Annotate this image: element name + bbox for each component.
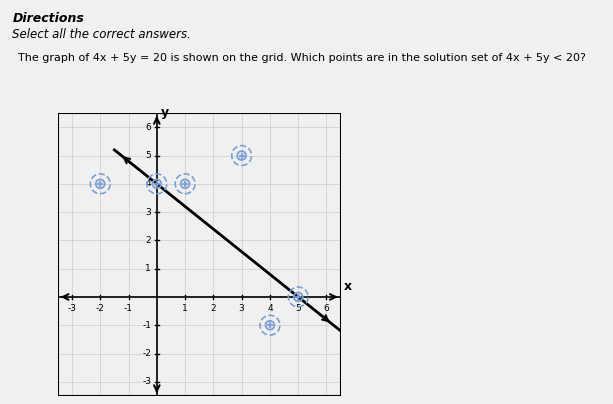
Text: -2: -2 <box>96 304 105 313</box>
Text: 3: 3 <box>145 208 151 217</box>
Text: x: x <box>343 280 352 292</box>
Circle shape <box>237 151 246 160</box>
Circle shape <box>294 292 303 301</box>
Text: -1: -1 <box>124 304 133 313</box>
Circle shape <box>153 179 161 188</box>
Text: 4: 4 <box>145 179 151 188</box>
Text: 6: 6 <box>145 123 151 132</box>
Text: 2: 2 <box>145 236 151 245</box>
Circle shape <box>181 179 189 188</box>
Text: Select all the correct answers.: Select all the correct answers. <box>12 28 191 41</box>
Text: 3: 3 <box>239 304 245 313</box>
Text: 1: 1 <box>145 264 151 273</box>
Text: Directions: Directions <box>12 12 84 25</box>
Text: 1: 1 <box>182 304 188 313</box>
Circle shape <box>96 179 105 188</box>
Text: The graph of 4x + 5y = 20 is shown on the grid. Which points are in the solution: The graph of 4x + 5y = 20 is shown on th… <box>18 53 586 63</box>
Circle shape <box>265 321 275 330</box>
Text: 5: 5 <box>145 151 151 160</box>
Text: -3: -3 <box>142 377 151 386</box>
Text: 6: 6 <box>324 304 329 313</box>
Text: -2: -2 <box>142 349 151 358</box>
Text: 4: 4 <box>267 304 273 313</box>
Text: -1: -1 <box>142 321 151 330</box>
Text: -3: -3 <box>67 304 77 313</box>
Text: 2: 2 <box>210 304 216 313</box>
Text: y: y <box>161 106 169 119</box>
Text: 5: 5 <box>295 304 301 313</box>
